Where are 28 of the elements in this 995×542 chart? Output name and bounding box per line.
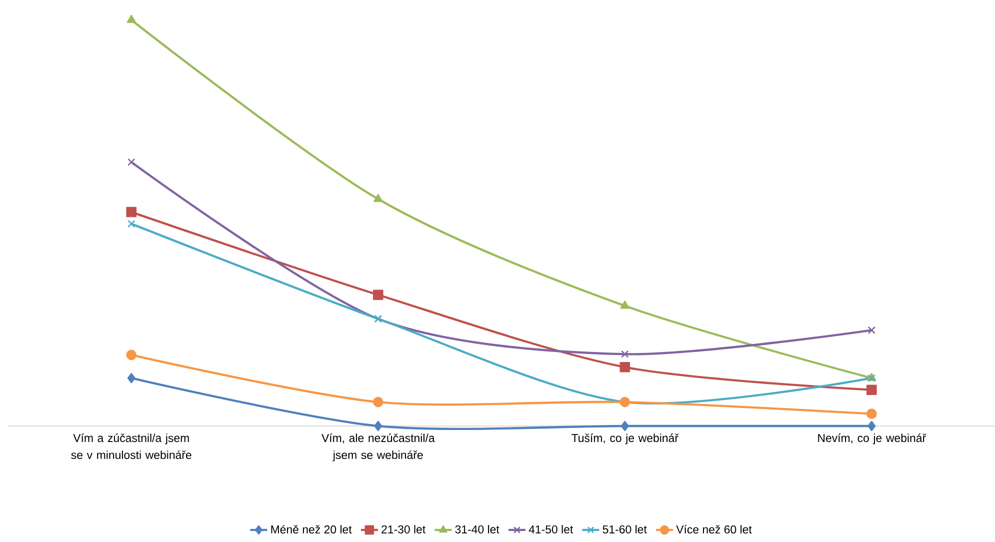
point	[128, 220, 136, 228]
point	[128, 158, 136, 166]
legend-label: 21-30 let	[382, 525, 426, 534]
legend-label: 41-50 let	[528, 525, 574, 534]
x-tick-label: Vím a zúčastnil/a jsem se v minulosti webináře	[71, 434, 192, 459]
legend-label: 31-40 let	[455, 525, 500, 534]
point	[372, 396, 384, 408]
point	[126, 350, 137, 360]
legend-label: Méně než 20 let	[271, 524, 352, 534]
point	[126, 14, 136, 23]
legend-label: Více než 60 let	[676, 524, 752, 534]
point	[866, 408, 877, 419]
x-tick-label: Nevím, co je webinář	[818, 434, 926, 444]
point	[374, 194, 383, 202]
point	[620, 420, 629, 432]
x-tick-label: Vím, ale nezúčastnil/a jsem se webináře	[322, 434, 435, 462]
legend-label: 51-60 let	[602, 525, 647, 534]
point	[372, 290, 384, 300]
point	[126, 206, 137, 218]
point	[620, 362, 630, 372]
point	[868, 326, 876, 334]
point	[621, 350, 629, 358]
point	[127, 372, 136, 384]
point	[374, 420, 382, 432]
x-tick-label: Tuším, co je webinář	[572, 434, 679, 444]
point	[620, 300, 630, 309]
point	[868, 420, 876, 432]
point	[866, 384, 877, 396]
